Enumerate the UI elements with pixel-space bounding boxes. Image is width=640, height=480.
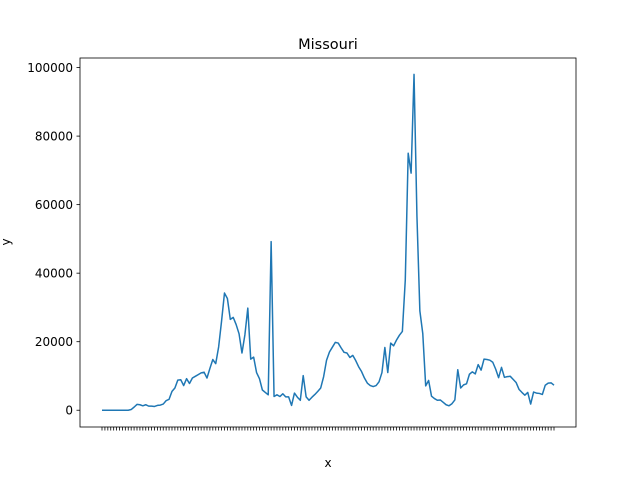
axes-frame — [79, 57, 577, 428]
y-tick-label: 0 — [65, 404, 73, 418]
y-tick-label: 20000 — [35, 335, 73, 349]
x-axis — [101, 427, 555, 431]
y-tick-label: 80000 — [35, 129, 73, 143]
y-tick-label: 60000 — [35, 198, 73, 212]
y-tick-label: 100000 — [27, 61, 73, 75]
plot-background — [80, 58, 576, 427]
x-axis-label: x — [324, 456, 331, 470]
y-axis: 0 20000 40000 60000 80000 100000 — [27, 61, 80, 418]
chart-title: Missouri — [298, 37, 358, 53]
y-axis-label: y — [0, 238, 13, 245]
series-line — [102, 73, 555, 411]
plot-area — [79, 57, 577, 428]
y-tick-label: 40000 — [35, 266, 73, 280]
